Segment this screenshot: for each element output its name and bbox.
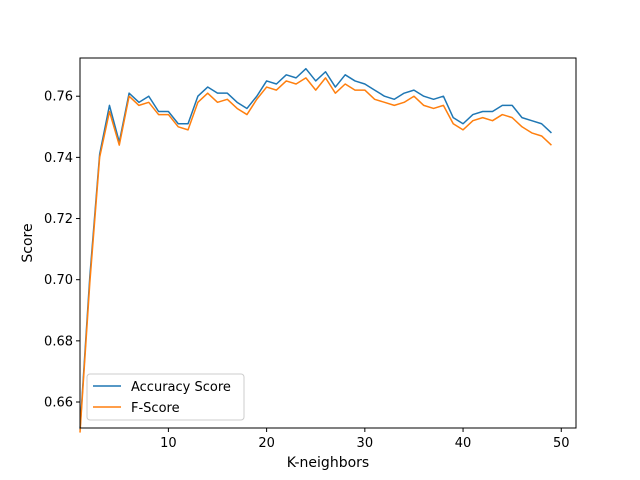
series-line-accuracy-score [79,67,552,430]
x-tick-label: 40 [455,436,472,451]
plot-frame [79,57,577,429]
legend-label-f-score: F-Score [131,401,180,416]
y-tick-label: 0.66 [44,396,73,411]
y-tick-label: 0.68 [44,334,73,349]
series-line-f-score [79,77,552,433]
x-axis: 10 20 30 40 50 [160,428,570,451]
y-tick-label: 0.76 [44,90,73,105]
y-tick-label: 0.74 [44,151,73,166]
y-tick-label: 0.72 [44,212,73,227]
y-axis-label: Score [20,223,36,262]
legend-label-accuracy-score: Accuracy Score [131,380,231,395]
x-tick-label: 20 [258,436,275,451]
y-tick-label: 0.70 [44,273,73,288]
legend: Accuracy Score F-Score [86,373,245,421]
x-axis-label: K-neighbors [287,455,369,471]
plot-lines [79,67,552,433]
x-tick-label: 50 [553,436,570,451]
x-tick-label: 10 [160,436,177,451]
y-axis: 0.66 0.68 0.70 0.72 0.74 0.76 [44,90,80,411]
legend-box [86,373,245,421]
x-tick-label: 30 [357,436,374,451]
